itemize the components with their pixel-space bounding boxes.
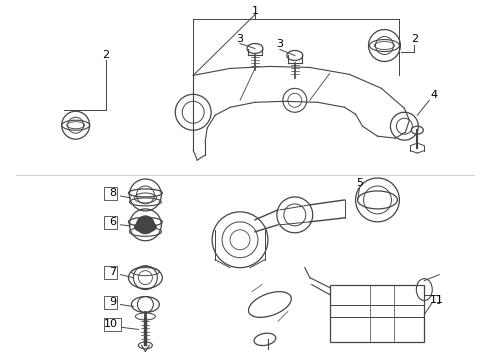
Text: 4: 4 — [431, 90, 438, 100]
Bar — [103, 319, 122, 332]
Text: 10: 10 — [103, 319, 118, 329]
Text: 9: 9 — [109, 297, 116, 306]
Bar — [103, 296, 118, 309]
Text: 8: 8 — [109, 188, 116, 198]
Bar — [103, 216, 118, 229]
Bar — [103, 187, 118, 200]
Text: 5: 5 — [356, 178, 363, 188]
Text: 6: 6 — [109, 217, 116, 227]
Text: 11: 11 — [430, 294, 444, 305]
Bar — [330, 285, 424, 342]
Text: 1: 1 — [251, 6, 258, 15]
Text: 2: 2 — [102, 50, 109, 60]
Circle shape — [136, 216, 154, 234]
Text: 7: 7 — [109, 267, 116, 276]
Text: 3: 3 — [276, 39, 283, 49]
Ellipse shape — [134, 221, 156, 232]
Text: 3: 3 — [237, 33, 244, 44]
Text: 2: 2 — [411, 33, 418, 44]
Bar — [103, 266, 118, 279]
